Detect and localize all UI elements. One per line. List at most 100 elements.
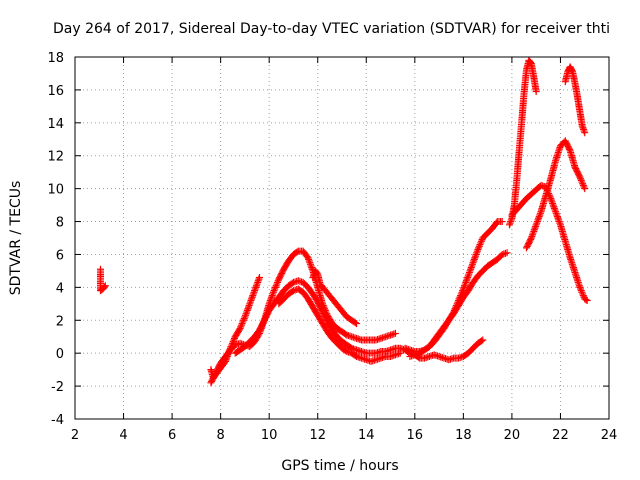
data-point xyxy=(464,273,472,281)
data-point xyxy=(274,277,282,285)
data-point xyxy=(528,232,536,240)
data-point xyxy=(391,329,399,337)
data-point xyxy=(532,222,540,230)
data-point xyxy=(471,254,479,262)
data-point xyxy=(576,173,584,181)
data-point xyxy=(554,214,562,222)
series-trace-k xyxy=(522,137,589,252)
data-point xyxy=(236,325,244,332)
data-point xyxy=(252,283,260,291)
data-point xyxy=(579,124,587,132)
data-point xyxy=(268,293,276,301)
data-point xyxy=(577,176,585,184)
data-point xyxy=(462,278,470,286)
data-point xyxy=(239,318,247,326)
data-point xyxy=(580,127,588,135)
y-tick-label: 0 xyxy=(56,347,64,362)
data-point xyxy=(472,250,480,258)
y-tick-labels: -4 -2 0 2 4 6 8 10 12 14 16 18 xyxy=(47,51,64,428)
data-point xyxy=(550,204,558,212)
data-point xyxy=(555,218,563,226)
x-tick-labels: 2 4 6 8 10 12 14 16 18 20 22 24 xyxy=(71,428,617,443)
data-point xyxy=(242,310,250,318)
data-point xyxy=(273,280,281,288)
data-point xyxy=(463,275,471,283)
data-point xyxy=(479,336,487,344)
data-point xyxy=(530,226,538,234)
data-point xyxy=(246,298,254,306)
data-point xyxy=(531,224,539,232)
data-points xyxy=(96,56,591,387)
y-tick-label: 6 xyxy=(56,248,64,263)
data-point xyxy=(575,172,583,180)
data-point xyxy=(269,290,277,298)
data-point xyxy=(249,292,257,300)
data-point xyxy=(533,219,541,227)
data-point xyxy=(242,311,250,319)
data-point xyxy=(304,254,312,262)
data-point xyxy=(478,337,486,345)
data-point xyxy=(475,242,483,250)
x-tick-label: 22 xyxy=(552,428,569,443)
y-tick-label: 8 xyxy=(56,216,64,231)
data-point xyxy=(536,209,544,217)
data-point xyxy=(464,272,472,280)
data-point xyxy=(249,290,257,298)
data-point xyxy=(235,326,243,334)
data-point xyxy=(230,336,238,344)
y-tick-label: 4 xyxy=(56,281,64,296)
data-point xyxy=(270,287,278,295)
data-point xyxy=(533,218,541,226)
data-point xyxy=(534,216,542,224)
data-point xyxy=(581,185,589,193)
data-point xyxy=(467,265,475,273)
data-point xyxy=(231,334,239,342)
data-point xyxy=(271,285,279,293)
data-point xyxy=(583,297,591,305)
series-trace-l xyxy=(561,63,589,137)
data-point xyxy=(507,218,515,226)
data-point xyxy=(266,297,274,305)
data-point xyxy=(503,249,511,257)
series-trace-f xyxy=(309,267,361,328)
data-point xyxy=(477,239,485,247)
data-point xyxy=(353,320,361,328)
data-point xyxy=(579,290,587,298)
data-point xyxy=(305,257,313,265)
data-point xyxy=(243,306,251,314)
x-tick-label: 4 xyxy=(119,428,127,443)
x-tick-label: 12 xyxy=(309,428,326,443)
series-trace-j xyxy=(508,181,591,305)
data-point xyxy=(305,255,313,263)
data-point xyxy=(468,260,476,268)
data-point xyxy=(577,175,585,183)
data-point xyxy=(477,237,485,245)
data-point xyxy=(253,280,261,288)
x-tick-label: 6 xyxy=(168,428,176,443)
data-point xyxy=(577,285,585,293)
data-point xyxy=(536,211,544,219)
data-point xyxy=(461,280,469,288)
y-tick-label: 12 xyxy=(47,150,64,165)
data-point xyxy=(474,246,482,254)
data-point xyxy=(462,277,470,285)
data-point xyxy=(549,199,557,207)
data-point xyxy=(245,301,253,309)
data-point xyxy=(245,303,253,311)
data-point xyxy=(553,211,561,219)
y-tick-label: 10 xyxy=(47,183,64,198)
data-point xyxy=(551,206,559,214)
data-point xyxy=(465,270,473,278)
y-tick-label: 14 xyxy=(47,117,64,132)
data-point xyxy=(240,316,248,324)
data-point xyxy=(548,198,556,206)
data-point xyxy=(529,231,537,239)
data-point xyxy=(498,218,506,226)
data-point xyxy=(527,234,535,242)
data-point xyxy=(552,209,560,217)
data-point xyxy=(580,183,588,191)
data-point xyxy=(556,219,564,227)
data-point xyxy=(396,349,404,357)
data-point xyxy=(248,295,256,303)
